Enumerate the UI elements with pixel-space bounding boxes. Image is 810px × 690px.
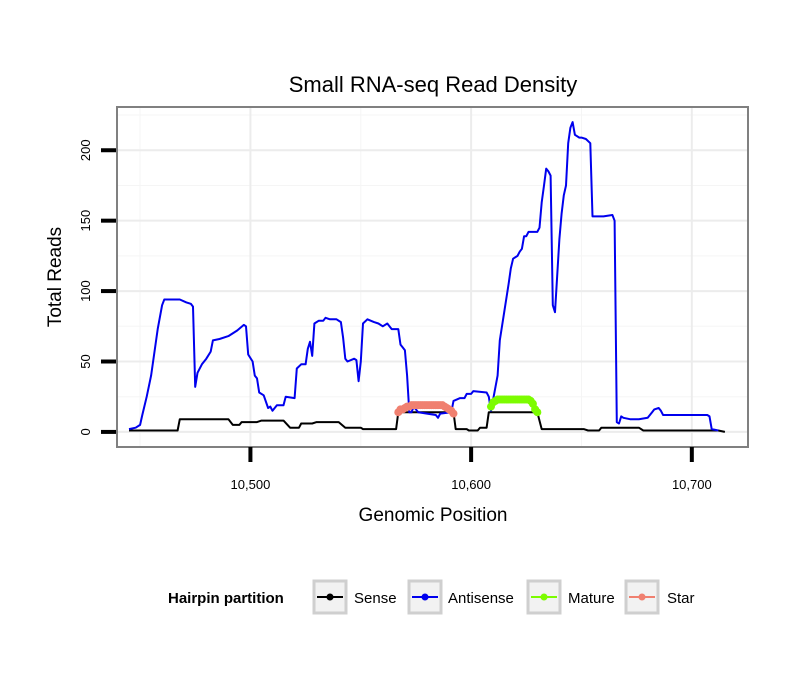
x-axis-title: Genomic Position <box>359 505 508 526</box>
series-star-point <box>449 409 458 418</box>
legend-key-point <box>421 593 429 601</box>
legend-key-point <box>540 593 548 601</box>
chart-title: Small RNA-seq Read Density <box>289 72 578 97</box>
y-axis-title: Total Reads <box>45 227 66 327</box>
x-tick-label: 10,700 <box>672 477 712 492</box>
plot-border <box>116 106 749 448</box>
series-antisense-line <box>128 121 719 432</box>
y-tick-label: 200 <box>78 139 93 161</box>
x-tick-label: 10,600 <box>451 477 491 492</box>
legend-key-point <box>326 593 334 601</box>
legend-label-sense: Sense <box>354 590 397 607</box>
series-mature-point <box>533 408 542 417</box>
y-tick-label: 0 <box>78 428 93 435</box>
legend-title: Hairpin partition <box>168 590 284 607</box>
legend-label-antisense: Antisense <box>448 590 514 607</box>
x-tick-label: 10,500 <box>231 477 271 492</box>
y-tick-label: 150 <box>78 210 93 232</box>
y-tick-label: 100 <box>78 280 93 302</box>
series-sense-line <box>129 411 726 433</box>
legend-label-mature: Mature <box>568 590 615 607</box>
plot-area <box>118 108 747 446</box>
legend-key-point <box>638 593 646 601</box>
legend-label-star: Star <box>667 590 695 607</box>
y-tick-label: 50 <box>78 354 93 368</box>
legend: Hairpin partition Sense Antisense Mature St… <box>168 579 695 615</box>
